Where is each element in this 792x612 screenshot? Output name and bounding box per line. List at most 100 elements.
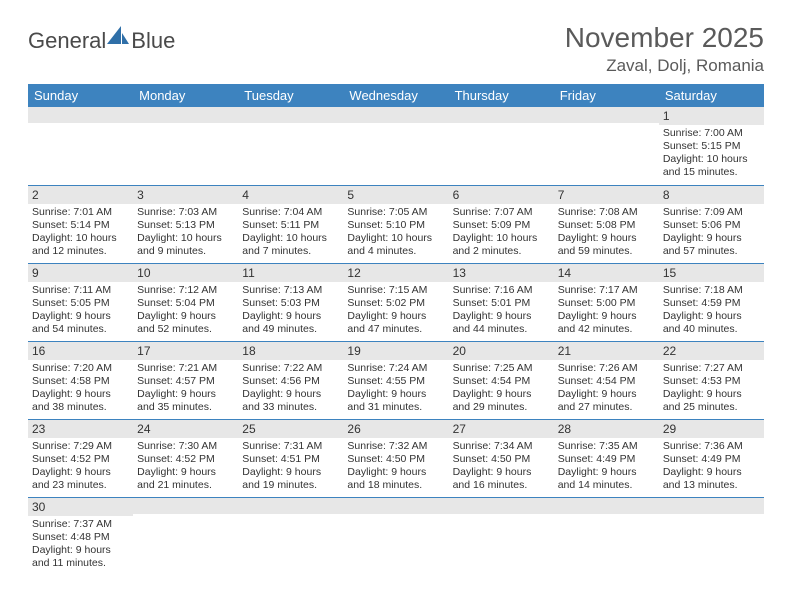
calendar-day: 21Sunrise: 7:26 AMSunset: 4:54 PMDayligh… (554, 341, 659, 419)
calendar-day: 25Sunrise: 7:31 AMSunset: 4:51 PMDayligh… (238, 419, 343, 497)
sunset-text: Sunset: 5:04 PM (137, 297, 234, 310)
calendar-day-empty (133, 497, 238, 575)
sunrise-text: Sunrise: 7:00 AM (663, 127, 760, 140)
calendar-day: 15Sunrise: 7:18 AMSunset: 4:59 PMDayligh… (659, 263, 764, 341)
day-details (28, 123, 133, 179)
daylight-text: Daylight: 9 hours and 23 minutes. (32, 466, 129, 492)
day-number: 8 (659, 186, 764, 204)
day-number: 24 (133, 420, 238, 438)
sunrise-text: Sunrise: 7:35 AM (558, 440, 655, 453)
daylight-text: Daylight: 9 hours and 35 minutes. (137, 388, 234, 414)
calendar-table: SundayMondayTuesdayWednesdayThursdayFrid… (28, 84, 764, 575)
calendar-day: 18Sunrise: 7:22 AMSunset: 4:56 PMDayligh… (238, 341, 343, 419)
daylight-text: Daylight: 9 hours and 29 minutes. (453, 388, 550, 414)
day-details (554, 514, 659, 570)
calendar-body: 1Sunrise: 7:00 AMSunset: 5:15 PMDaylight… (28, 107, 764, 575)
day-number: 29 (659, 420, 764, 438)
calendar-week: 23Sunrise: 7:29 AMSunset: 4:52 PMDayligh… (28, 419, 764, 497)
calendar-day: 30Sunrise: 7:37 AMSunset: 4:48 PMDayligh… (28, 497, 133, 575)
sunrise-text: Sunrise: 7:32 AM (347, 440, 444, 453)
day-number (28, 107, 133, 123)
calendar-day: 20Sunrise: 7:25 AMSunset: 4:54 PMDayligh… (449, 341, 554, 419)
day-details: Sunrise: 7:03 AMSunset: 5:13 PMDaylight:… (133, 204, 238, 263)
location-text: Zaval, Dolj, Romania (565, 56, 764, 76)
daylight-text: Daylight: 9 hours and 42 minutes. (558, 310, 655, 336)
calendar-day: 5Sunrise: 7:05 AMSunset: 5:10 PMDaylight… (343, 185, 448, 263)
logo-text-blue: Blue (131, 28, 175, 54)
daylight-text: Daylight: 9 hours and 21 minutes. (137, 466, 234, 492)
daylight-text: Daylight: 9 hours and 31 minutes. (347, 388, 444, 414)
sunrise-text: Sunrise: 7:21 AM (137, 362, 234, 375)
calendar-day: 10Sunrise: 7:12 AMSunset: 5:04 PMDayligh… (133, 263, 238, 341)
sunrise-text: Sunrise: 7:18 AM (663, 284, 760, 297)
day-details (133, 123, 238, 179)
month-title: November 2025 (565, 22, 764, 54)
sunset-text: Sunset: 4:53 PM (663, 375, 760, 388)
sunrise-text: Sunrise: 7:22 AM (242, 362, 339, 375)
sunrise-text: Sunrise: 7:20 AM (32, 362, 129, 375)
day-number: 6 (449, 186, 554, 204)
logo-text-general: General (28, 28, 106, 54)
calendar-day: 4Sunrise: 7:04 AMSunset: 5:11 PMDaylight… (238, 185, 343, 263)
day-details (343, 514, 448, 570)
calendar-day: 1Sunrise: 7:00 AMSunset: 5:15 PMDaylight… (659, 107, 764, 185)
day-number: 27 (449, 420, 554, 438)
sunrise-text: Sunrise: 7:01 AM (32, 206, 129, 219)
day-details: Sunrise: 7:26 AMSunset: 4:54 PMDaylight:… (554, 360, 659, 419)
day-number: 18 (238, 342, 343, 360)
sunset-text: Sunset: 5:13 PM (137, 219, 234, 232)
day-details: Sunrise: 7:35 AMSunset: 4:49 PMDaylight:… (554, 438, 659, 497)
calendar-header: SundayMondayTuesdayWednesdayThursdayFrid… (28, 84, 764, 107)
daylight-text: Daylight: 9 hours and 57 minutes. (663, 232, 760, 258)
calendar-day: 19Sunrise: 7:24 AMSunset: 4:55 PMDayligh… (343, 341, 448, 419)
day-details: Sunrise: 7:09 AMSunset: 5:06 PMDaylight:… (659, 204, 764, 263)
calendar-day-empty (238, 107, 343, 185)
sunset-text: Sunset: 5:15 PM (663, 140, 760, 153)
day-number: 15 (659, 264, 764, 282)
calendar-day: 11Sunrise: 7:13 AMSunset: 5:03 PMDayligh… (238, 263, 343, 341)
calendar-day: 27Sunrise: 7:34 AMSunset: 4:50 PMDayligh… (449, 419, 554, 497)
sunrise-text: Sunrise: 7:09 AM (663, 206, 760, 219)
day-number: 4 (238, 186, 343, 204)
calendar-day-empty (238, 497, 343, 575)
calendar-day: 2Sunrise: 7:01 AMSunset: 5:14 PMDaylight… (28, 185, 133, 263)
day-number (449, 107, 554, 123)
daylight-text: Daylight: 9 hours and 38 minutes. (32, 388, 129, 414)
daylight-text: Daylight: 9 hours and 18 minutes. (347, 466, 444, 492)
daylight-text: Daylight: 9 hours and 19 minutes. (242, 466, 339, 492)
day-number (343, 498, 448, 514)
day-details: Sunrise: 7:25 AMSunset: 4:54 PMDaylight:… (449, 360, 554, 419)
calendar-day: 17 Sunrise: 7:21 AMSunset: 4:57 PMDayligh… (133, 341, 238, 419)
day-number (343, 107, 448, 123)
sail-icon (107, 26, 129, 52)
calendar-page: General Blue November 2025 Zaval, Dolj, … (0, 0, 792, 597)
day-number (133, 498, 238, 514)
day-number: 17 (133, 342, 238, 360)
day-details: Sunrise: 7:01 AMSunset: 5:14 PMDaylight:… (28, 204, 133, 263)
daylight-text: Daylight: 10 hours and 15 minutes. (663, 153, 760, 179)
calendar-week: 2Sunrise: 7:01 AMSunset: 5:14 PMDaylight… (28, 185, 764, 263)
day-number: 28 (554, 420, 659, 438)
sunset-text: Sunset: 5:09 PM (453, 219, 550, 232)
daylight-text: Daylight: 9 hours and 44 minutes. (453, 310, 550, 336)
day-details (554, 123, 659, 179)
calendar-day: 7Sunrise: 7:08 AMSunset: 5:08 PMDaylight… (554, 185, 659, 263)
day-number: 30 (28, 498, 133, 516)
day-details (133, 514, 238, 570)
calendar-day: 23Sunrise: 7:29 AMSunset: 4:52 PMDayligh… (28, 419, 133, 497)
sunrise-text: Sunrise: 7:29 AM (32, 440, 129, 453)
day-number: 9 (28, 264, 133, 282)
sunrise-text: Sunrise: 7:05 AM (347, 206, 444, 219)
calendar-day-empty (28, 107, 133, 185)
day-number: 22 (659, 342, 764, 360)
day-details (238, 514, 343, 570)
sunset-text: Sunset: 4:57 PM (137, 375, 234, 388)
calendar-day: 16Sunrise: 7:20 AMSunset: 4:58 PMDayligh… (28, 341, 133, 419)
sunset-text: Sunset: 4:49 PM (663, 453, 760, 466)
sunrise-text: Sunrise: 7:13 AM (242, 284, 339, 297)
daylight-text: Daylight: 9 hours and 59 minutes. (558, 232, 655, 258)
weekday-header: Friday (554, 84, 659, 107)
weekday-header: Monday (133, 84, 238, 107)
day-details: Sunrise: 7:29 AMSunset: 4:52 PMDaylight:… (28, 438, 133, 497)
weekday-header: Wednesday (343, 84, 448, 107)
